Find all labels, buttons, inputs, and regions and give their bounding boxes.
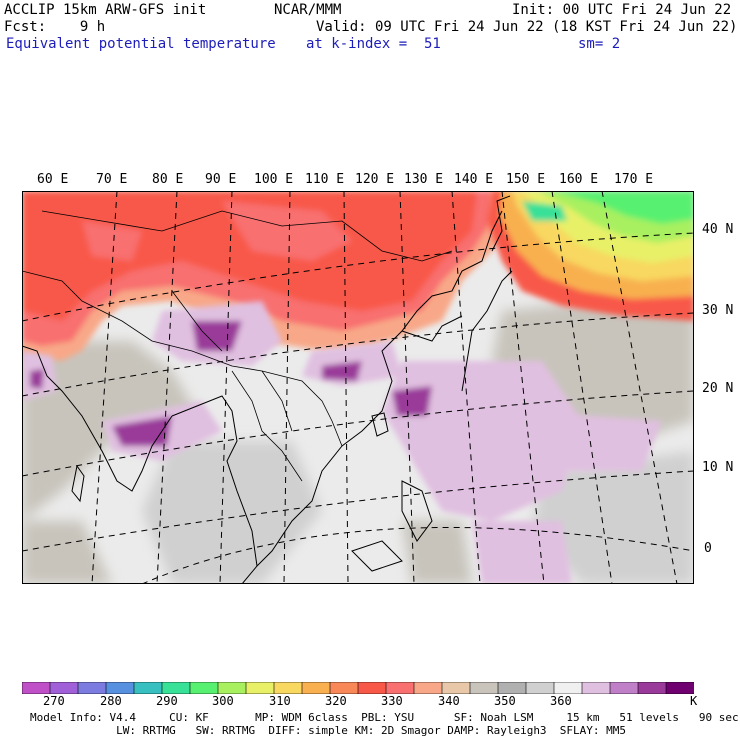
cool-region-northeast [487, 191, 694, 321]
colorbar-swatch [357, 682, 387, 694]
model-info-line2: LW: RRTMG SW: RRTMG DIFF: simple KM: 2D … [30, 724, 627, 737]
lon-label: 70 E [96, 172, 128, 187]
colorbar-swatch [49, 682, 79, 694]
level-index: at k-index = 51 [306, 36, 441, 52]
lat-label: 0 [704, 541, 712, 556]
lat-label: 40 N [702, 222, 734, 237]
colorbar-swatch [329, 682, 359, 694]
colorbar-swatch [441, 682, 471, 694]
colorbar-swatch [217, 682, 247, 694]
colorbar-swatch [385, 682, 415, 694]
colorbar-label: 330 [381, 694, 403, 708]
warm-region-north [22, 191, 512, 361]
lon-label: 80 E [152, 172, 184, 187]
colorbar-swatch [581, 682, 611, 694]
model-title: ACCLIP 15km ARW-GFS init [4, 2, 207, 18]
colorbar-swatch [77, 682, 107, 694]
valid-time: Valid: 09 UTC Fri 24 Jun 22 (18 KST Fri … [316, 19, 738, 35]
smoothing: sm= 2 [578, 36, 621, 52]
lon-label: 160 E [559, 172, 599, 187]
colorbar-swatch [413, 682, 443, 694]
colorbar-swatch [161, 682, 191, 694]
colorbar-swatch [245, 682, 275, 694]
colorbar-label: 270 [43, 694, 65, 708]
colorbar-label: 280 [100, 694, 122, 708]
lat-label: 20 N [702, 381, 734, 396]
graticule [22, 191, 694, 584]
colorbar-label: 320 [325, 694, 347, 708]
colorbar-swatch [497, 682, 527, 694]
colorbar-swatch [189, 682, 219, 694]
init-time: Init: 00 UTC Fri 24 Jun 22 [512, 2, 732, 18]
map-frame [22, 191, 694, 584]
lon-label: 130 E [404, 172, 444, 187]
colorbar-label: 360 [550, 694, 572, 708]
lon-label: 150 E [506, 172, 546, 187]
colorbar-swatch [609, 682, 639, 694]
colorbar-unit: K [690, 694, 698, 708]
colorbar-swatch [301, 682, 331, 694]
lat-label: 10 N [702, 460, 734, 475]
lon-label: 170 E [614, 172, 654, 187]
colorbar-swatch [525, 682, 555, 694]
country-borders [22, 210, 453, 482]
colorbar-swatch [22, 682, 51, 694]
org-label: NCAR/MMM [274, 2, 342, 18]
lon-label: 100 E [254, 172, 294, 187]
colorbar-label: 350 [494, 694, 516, 708]
colorbar-label: 310 [269, 694, 291, 708]
model-info-line1: Model Info: V4.4 CU: KF MP: WDM 6class P… [30, 711, 739, 724]
colorbar-swatch [273, 682, 303, 694]
colorbar-swatch [553, 682, 583, 694]
colorbar [22, 682, 694, 694]
colorbar-swatch [637, 682, 667, 694]
coastlines [22, 195, 513, 584]
colorbar-swatch [469, 682, 499, 694]
colorbar-label: 300 [212, 694, 234, 708]
colorbar-label: 340 [438, 694, 460, 708]
lat-label: 30 N [702, 303, 734, 318]
lon-label: 60 E [37, 172, 69, 187]
equivalent-potential-temperature-map [22, 191, 694, 584]
colorbar-label: 290 [156, 694, 178, 708]
lon-label: 110 E [305, 172, 345, 187]
lon-label: 140 E [454, 172, 494, 187]
colorbar-swatch [665, 682, 694, 694]
field-name: Equivalent potential temperature [6, 36, 276, 52]
colorbar-swatch [105, 682, 135, 694]
forecast-hour: Fcst: 9 h [4, 19, 106, 35]
colorbar-swatch [133, 682, 163, 694]
lon-label: 120 E [355, 172, 395, 187]
lon-label: 90 E [205, 172, 237, 187]
